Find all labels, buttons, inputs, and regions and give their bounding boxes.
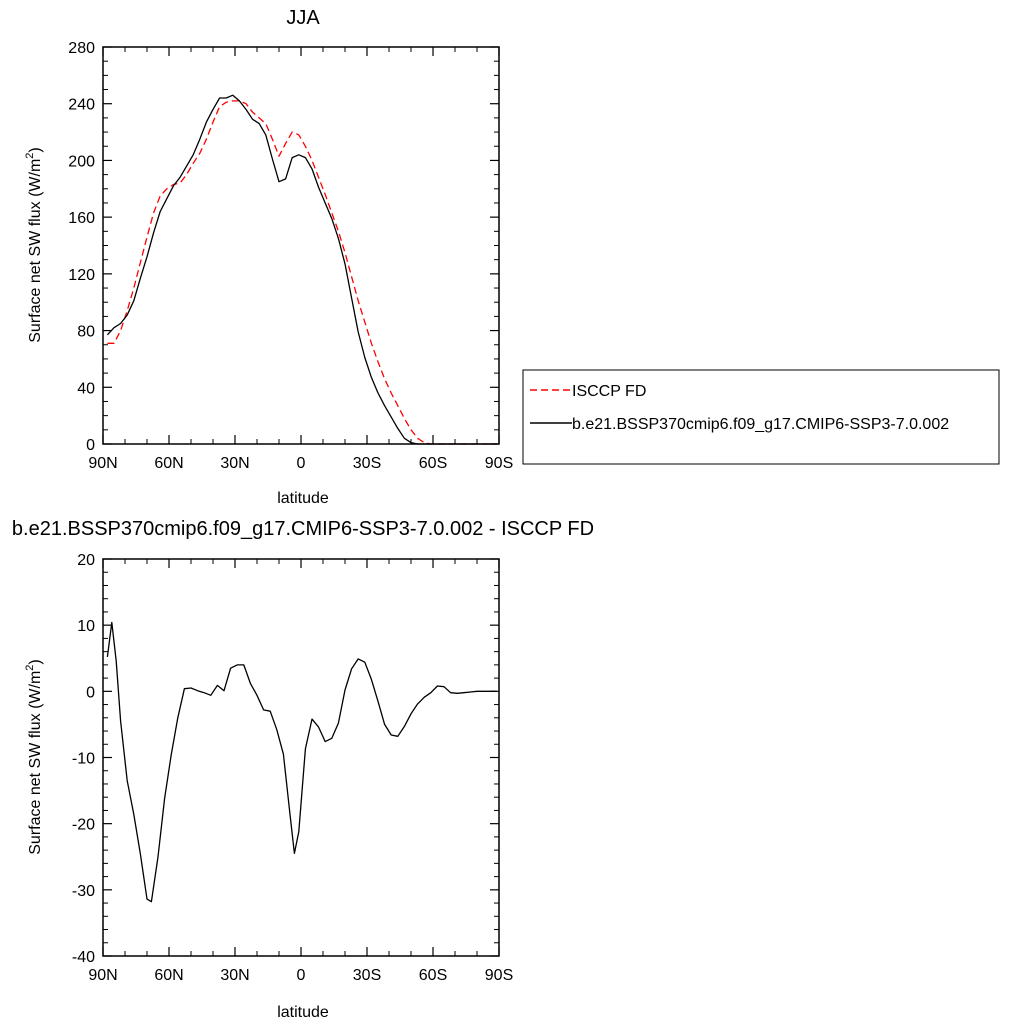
chart-bottom-title: b.e21.BSSP370cmip6.f09_g17.CMIP6-SSP3-7.… [12, 518, 594, 540]
legend-label-isccp: ISCCP FD [572, 383, 646, 400]
y-tick-label: -30 [72, 883, 95, 900]
y-tick-label: 0 [86, 684, 95, 701]
x-tick-label: 60S [419, 967, 447, 984]
y-tick-label: 120 [68, 267, 95, 284]
x-tick-label: 90S [485, 455, 513, 472]
chart-top-ylabel: Surface net SW flux (W/m2) [24, 147, 44, 343]
y-tick-label: 280 [68, 40, 95, 57]
plot-frame-bottom [102, 558, 500, 957]
x-tick-label: 30S [353, 967, 381, 984]
x-tick-label: 60S [419, 455, 447, 472]
chart-top-ylabel-superscript: 2 [24, 153, 36, 159]
y-tick-label: 0 [86, 437, 95, 454]
chart-top-ylabel-close: ) [27, 147, 44, 152]
series-line-model-top [106, 94, 497, 445]
y-tick-label: -20 [72, 817, 95, 834]
chart-top-panel: JJA 0 40 80 120 160 200 240 280 90N 60N 30N 0 30S 60… [24, 7, 513, 507]
chart-bottom-xlabel: latitude [277, 1004, 329, 1021]
x-tick-label: 90S [485, 967, 513, 984]
x-tick-label: 30N [220, 967, 249, 984]
chart-bottom-ylabel: Surface net SW flux (W/m2) [24, 659, 44, 855]
x-tick-label: 30N [220, 455, 249, 472]
legend-label-model: b.e21.BSSP370cmip6.f09_g17.CMIP6-SSP3-7.… [572, 416, 949, 433]
y-tick-label: 160 [68, 210, 95, 227]
y-tick-label: -10 [72, 751, 95, 768]
x-tick-label: 0 [297, 455, 306, 472]
x-tick-label: 60N [154, 455, 183, 472]
plot-frame-top [102, 46, 500, 445]
y-tick-label: 80 [77, 324, 95, 341]
y-tick-label: 10 [77, 618, 95, 635]
legend-box [522, 369, 1000, 465]
chart-top-xlabel: latitude [277, 490, 329, 507]
y-tick-label: 200 [68, 153, 95, 170]
chart-bottom-ylabel-superscript: 2 [24, 665, 36, 671]
chart-bottom-ylabel-text: Surface net SW flux (W/m [27, 671, 44, 855]
x-tick-label: 90N [88, 967, 117, 984]
chart-bottom-panel: b.e21.BSSP370cmip6.f09_g17.CMIP6-SSP3-7.… [12, 518, 594, 1021]
x-tick-label: 60N [154, 967, 183, 984]
x-tick-label: 90N [88, 455, 117, 472]
legend: ISCCP FD b.e21.BSSP370cmip6.f09_g17.CMIP… [522, 369, 1000, 465]
chart-top-title: JJA [286, 7, 320, 29]
chart-top-ylabel-text: Surface net SW flux (W/m [27, 159, 44, 343]
x-tick-label: 30S [353, 455, 381, 472]
series-line-isccp-top [107, 100, 497, 445]
y-tick-label: 240 [68, 97, 95, 114]
y-tick-label: 40 [77, 380, 95, 397]
x-tick-label: 0 [297, 967, 306, 984]
y-tick-label: -40 [72, 949, 95, 966]
y-tick-label: 20 [77, 552, 95, 569]
difference-line-bottom [106, 621, 497, 903]
chart-bottom-ylabel-close: ) [27, 659, 44, 664]
